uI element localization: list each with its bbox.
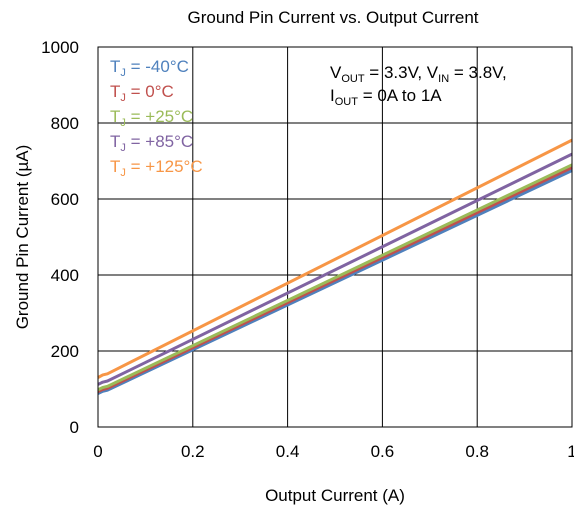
vin-subscript: IN <box>438 73 449 85</box>
x-tick-labels: 0 0.2 0.4 0.6 0.8 1 <box>93 442 574 461</box>
legend-entry-2: TJ = 0°C <box>110 82 174 104</box>
legend-value: = 0°C <box>126 82 174 101</box>
legend-symbol: T <box>110 157 120 176</box>
chart-title: Ground Pin Current vs. Output Current <box>187 8 478 27</box>
legend-subscript: J <box>120 117 126 129</box>
y-axis-label: Ground Pin Current (µA) <box>13 145 32 330</box>
x-tick-label: 0.8 <box>465 442 489 461</box>
x-tick-label: 0.4 <box>276 442 300 461</box>
x-tick-label: 1 <box>567 442 574 461</box>
series-line-4 <box>97 152 573 386</box>
vout-value: = 3.3V, V <box>365 63 439 82</box>
iout-symbol: I <box>330 86 335 105</box>
legend-entry-3: TJ = +25°C <box>110 107 193 129</box>
x-axis-label: Output Current (A) <box>265 486 405 505</box>
legend: TJ = -40°CTJ = 0°CTJ = +25°CTJ = +85°CTJ… <box>110 57 203 179</box>
legend-subscript: J <box>120 67 126 79</box>
series-line-1 <box>97 169 573 395</box>
y-tick-label: 200 <box>51 342 79 361</box>
legend-symbol: T <box>110 132 120 151</box>
vout-subscript: OUT <box>341 73 365 85</box>
series-line-3 <box>97 163 573 392</box>
legend-subscript: J <box>120 142 126 154</box>
legend-entry-1: TJ = -40°C <box>110 57 189 79</box>
y-tick-label: 400 <box>51 266 79 285</box>
legend-entry-5: TJ = +125°C <box>110 157 203 179</box>
plot-frame <box>97 46 573 428</box>
legend-entry-4: TJ = +85°C <box>110 132 193 154</box>
iout-subscript: OUT <box>335 96 359 108</box>
y-tick-label: 800 <box>51 114 79 133</box>
y-tick-label: 0 <box>70 418 79 437</box>
vout-symbol: V <box>330 63 342 82</box>
y-tick-label: 600 <box>51 190 79 209</box>
x-tick-label: 0 <box>93 442 102 461</box>
legend-symbol: T <box>110 57 120 76</box>
legend-value: = -40°C <box>126 57 189 76</box>
series-lines <box>97 138 573 395</box>
legend-subscript: J <box>120 92 126 104</box>
annotation-line-1: VOUT = 3.3V, VIN = 3.8V, <box>330 63 507 85</box>
iout-value: = 0A to 1A <box>358 86 442 105</box>
legend-value: = +85°C <box>126 132 193 151</box>
vin-value: = 3.8V, <box>449 63 507 82</box>
series-line-5 <box>97 138 573 379</box>
legend-symbol: T <box>110 107 120 126</box>
y-tick-labels: 0 200 400 600 800 1000 <box>41 38 79 437</box>
x-tick-label: 0.2 <box>181 442 205 461</box>
legend-subscript: J <box>120 167 126 179</box>
legend-symbol: T <box>110 82 120 101</box>
legend-value: = +25°C <box>126 107 193 126</box>
series-line-2 <box>97 166 573 394</box>
legend-value: = +125°C <box>126 157 203 176</box>
x-tick-label: 0.6 <box>371 442 395 461</box>
annotation-line-2: IOUT = 0A to 1A <box>330 86 442 108</box>
y-tick-label: 1000 <box>41 38 79 57</box>
